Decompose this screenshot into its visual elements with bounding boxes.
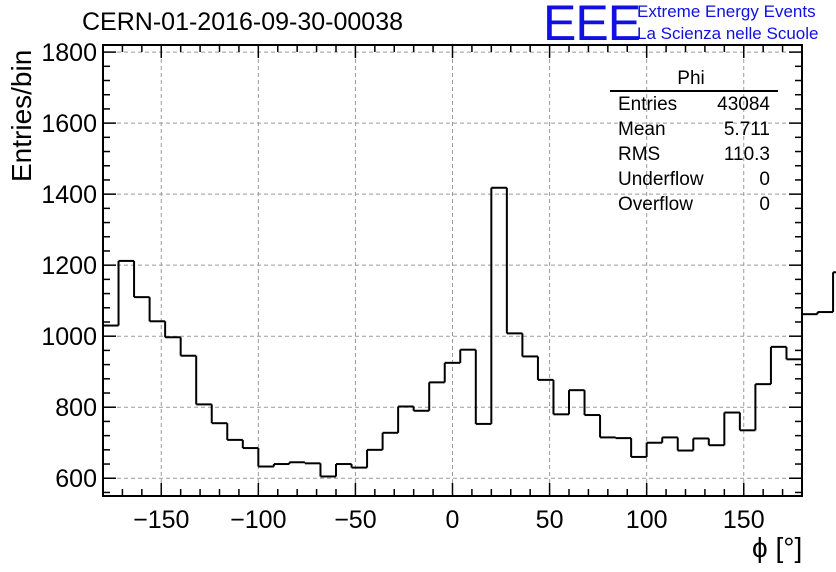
- stats-row-rms: RMS 110.3: [610, 142, 778, 167]
- y-tick-label: 1000: [41, 323, 97, 351]
- y-tick-label: 1800: [41, 39, 97, 67]
- y-tick-label: 1600: [41, 110, 97, 138]
- stats-row-mean: Mean 5.711: [610, 117, 778, 142]
- y-tick-label: 1400: [41, 181, 97, 209]
- stats-value: 110.3: [723, 144, 770, 165]
- histogram-bars: [103, 186, 836, 478]
- x-tick-label: 100: [626, 506, 668, 534]
- stats-label: RMS: [618, 144, 661, 165]
- x-tick-label: 50: [536, 506, 564, 534]
- stats-value: 0: [759, 169, 770, 190]
- x-axis-label: ϕ [°]: [752, 532, 803, 563]
- stats-row-overflow: Overflow 0: [610, 192, 778, 217]
- y-tick-label: 800: [55, 394, 97, 422]
- plot-frame: [102, 44, 803, 497]
- logo-line-2: La Scienza nelle Scuole: [637, 24, 819, 43]
- stats-box: Phi Entries 43084 Mean 5.711 RMS 110.3 U…: [610, 68, 778, 217]
- stats-label: Overflow: [618, 194, 693, 215]
- axis-ticks: [102, 45, 803, 496]
- chart-title: CERN-01-2016-09-30-00038: [82, 8, 404, 36]
- y-tick-label: 600: [55, 465, 97, 493]
- stats-label: Mean: [618, 119, 666, 140]
- stats-label: Underflow: [618, 169, 704, 190]
- x-tick-label: 0: [446, 506, 460, 534]
- tick-labels: −150 −100 −50 0 50 100 150 600 800 1000 1200 1400 16…: [41, 39, 764, 534]
- x-tick-label: −100: [230, 506, 286, 534]
- stats-value: 5.711: [723, 119, 770, 140]
- x-tick-label: −50: [334, 506, 376, 534]
- stats-label: Entries: [618, 94, 678, 115]
- logo-line-1: Extreme Energy Events: [637, 2, 816, 21]
- grid-lines: [103, 45, 802, 496]
- stats-value: 0: [759, 194, 770, 215]
- y-tick-label: 1200: [41, 252, 97, 280]
- stats-title: Phi: [610, 68, 778, 92]
- x-tick-label: −150: [133, 506, 189, 534]
- y-axis-label: Entries/bin: [6, 49, 37, 182]
- x-tick-label: 150: [723, 506, 765, 534]
- stats-value: 43084: [717, 94, 770, 115]
- stats-row-underflow: Underflow 0: [610, 167, 778, 192]
- stats-row-entries: Entries 43084: [610, 92, 778, 117]
- eee-logo: EEE: [543, 0, 641, 51]
